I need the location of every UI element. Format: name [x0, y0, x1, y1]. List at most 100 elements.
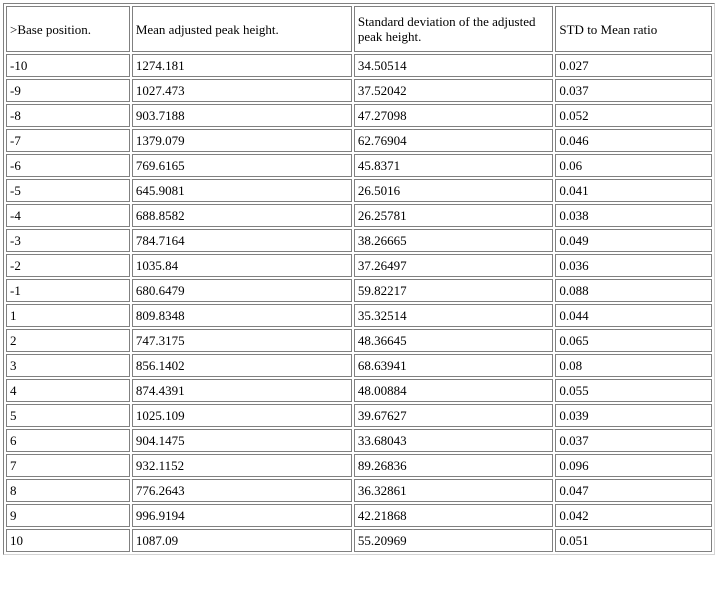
- cell-base-position: 5: [6, 404, 130, 427]
- cell-mean-peak-height: 784.7164: [131, 229, 352, 252]
- table-row: -4 688.8582 26.25781 0.038: [6, 204, 712, 227]
- table-row: -9 1027.473 37.52042 0.037: [6, 79, 712, 102]
- table-row: 1 809.8348 35.32514 0.044: [6, 304, 712, 327]
- cell-std-peak-height: 26.5016: [353, 179, 554, 202]
- cell-base-position: 1: [6, 304, 130, 327]
- cell-std-peak-height: 35.32514: [353, 304, 554, 327]
- cell-std-peak-height: 33.68043: [353, 429, 554, 452]
- cell-std-peak-height: 55.20969: [353, 529, 554, 552]
- cell-std-mean-ratio: 0.038: [555, 204, 712, 227]
- header-std-mean-ratio: STD to Mean ratio: [555, 6, 712, 52]
- cell-base-position: -3: [6, 229, 130, 252]
- cell-std-peak-height: 26.25781: [353, 204, 554, 227]
- table-row: 4 874.4391 48.00884 0.055: [6, 379, 712, 402]
- table-row: -7 1379.079 62.76904 0.046: [6, 129, 712, 152]
- cell-std-peak-height: 47.27098: [353, 104, 554, 127]
- cell-std-mean-ratio: 0.037: [555, 429, 712, 452]
- header-std-peak-height: Standard deviation of the adjusted peak …: [353, 6, 554, 52]
- table-row: -2 1035.84 37.26497 0.036: [6, 254, 712, 277]
- cell-base-position: -5: [6, 179, 130, 202]
- cell-mean-peak-height: 903.7188: [131, 104, 352, 127]
- cell-std-mean-ratio: 0.051: [555, 529, 712, 552]
- cell-std-peak-height: 39.67627: [353, 404, 554, 427]
- table-row: -8 903.7188 47.27098 0.052: [6, 104, 712, 127]
- table-row: 5 1025.109 39.67627 0.039: [6, 404, 712, 427]
- header-row: >Base position. Mean adjusted peak heigh…: [6, 6, 712, 52]
- table-row: 9 996.9194 42.21868 0.042: [6, 504, 712, 527]
- cell-std-peak-height: 59.82217: [353, 279, 554, 302]
- table-row: 7 932.1152 89.26836 0.096: [6, 454, 712, 477]
- cell-std-mean-ratio: 0.041: [555, 179, 712, 202]
- cell-base-position: 3: [6, 354, 130, 377]
- cell-mean-peak-height: 1035.84: [131, 254, 352, 277]
- table-row: 2 747.3175 48.36645 0.065: [6, 329, 712, 352]
- cell-std-peak-height: 68.63941: [353, 354, 554, 377]
- cell-mean-peak-height: 688.8582: [131, 204, 352, 227]
- header-base-position: >Base position.: [6, 6, 130, 52]
- cell-mean-peak-height: 932.1152: [131, 454, 352, 477]
- cell-mean-peak-height: 776.2643: [131, 479, 352, 502]
- table-row: -5 645.9081 26.5016 0.041: [6, 179, 712, 202]
- table-row: 8 776.2643 36.32861 0.047: [6, 479, 712, 502]
- cell-std-mean-ratio: 0.06: [555, 154, 712, 177]
- cell-std-mean-ratio: 0.096: [555, 454, 712, 477]
- cell-mean-peak-height: 904.1475: [131, 429, 352, 452]
- cell-std-mean-ratio: 0.08: [555, 354, 712, 377]
- table-row: -6 769.6165 45.8371 0.06: [6, 154, 712, 177]
- table-row: -10 1274.181 34.50514 0.027: [6, 54, 712, 77]
- cell-std-mean-ratio: 0.052: [555, 104, 712, 127]
- cell-std-mean-ratio: 0.042: [555, 504, 712, 527]
- cell-base-position: 6: [6, 429, 130, 452]
- cell-std-peak-height: 62.76904: [353, 129, 554, 152]
- cell-base-position: 10: [6, 529, 130, 552]
- cell-std-mean-ratio: 0.046: [555, 129, 712, 152]
- cell-std-mean-ratio: 0.055: [555, 379, 712, 402]
- cell-mean-peak-height: 1025.109: [131, 404, 352, 427]
- cell-std-mean-ratio: 0.049: [555, 229, 712, 252]
- cell-base-position: 2: [6, 329, 130, 352]
- cell-std-mean-ratio: 0.044: [555, 304, 712, 327]
- cell-std-peak-height: 48.36645: [353, 329, 554, 352]
- cell-base-position: 8: [6, 479, 130, 502]
- cell-std-peak-height: 37.26497: [353, 254, 554, 277]
- cell-std-mean-ratio: 0.065: [555, 329, 712, 352]
- cell-std-peak-height: 45.8371: [353, 154, 554, 177]
- cell-std-mean-ratio: 0.027: [555, 54, 712, 77]
- cell-base-position: 9: [6, 504, 130, 527]
- cell-std-peak-height: 89.26836: [353, 454, 554, 477]
- table-row: -1 680.6479 59.82217 0.088: [6, 279, 712, 302]
- cell-std-peak-height: 34.50514: [353, 54, 554, 77]
- cell-mean-peak-height: 747.3175: [131, 329, 352, 352]
- cell-base-position: -1: [6, 279, 130, 302]
- cell-std-mean-ratio: 0.039: [555, 404, 712, 427]
- cell-std-mean-ratio: 0.037: [555, 79, 712, 102]
- cell-base-position: -9: [6, 79, 130, 102]
- cell-base-position: -2: [6, 254, 130, 277]
- cell-base-position: -6: [6, 154, 130, 177]
- table-row: -3 784.7164 38.26665 0.049: [6, 229, 712, 252]
- cell-base-position: 7: [6, 454, 130, 477]
- cell-base-position: -7: [6, 129, 130, 152]
- cell-mean-peak-height: 645.9081: [131, 179, 352, 202]
- data-table: >Base position. Mean adjusted peak heigh…: [3, 3, 715, 555]
- cell-std-peak-height: 38.26665: [353, 229, 554, 252]
- cell-base-position: -8: [6, 104, 130, 127]
- table-row: 3 856.1402 68.63941 0.08: [6, 354, 712, 377]
- cell-std-peak-height: 48.00884: [353, 379, 554, 402]
- cell-mean-peak-height: 1274.181: [131, 54, 352, 77]
- table-row: 10 1087.09 55.20969 0.051: [6, 529, 712, 552]
- cell-std-peak-height: 42.21868: [353, 504, 554, 527]
- cell-mean-peak-height: 769.6165: [131, 154, 352, 177]
- cell-mean-peak-height: 856.1402: [131, 354, 352, 377]
- cell-mean-peak-height: 1087.09: [131, 529, 352, 552]
- cell-base-position: -4: [6, 204, 130, 227]
- table-body: >Base position. Mean adjusted peak heigh…: [6, 6, 712, 552]
- cell-mean-peak-height: 1379.079: [131, 129, 352, 152]
- cell-base-position: -10: [6, 54, 130, 77]
- cell-std-mean-ratio: 0.047: [555, 479, 712, 502]
- cell-mean-peak-height: 809.8348: [131, 304, 352, 327]
- cell-mean-peak-height: 996.9194: [131, 504, 352, 527]
- cell-mean-peak-height: 680.6479: [131, 279, 352, 302]
- cell-std-mean-ratio: 0.088: [555, 279, 712, 302]
- cell-std-peak-height: 36.32861: [353, 479, 554, 502]
